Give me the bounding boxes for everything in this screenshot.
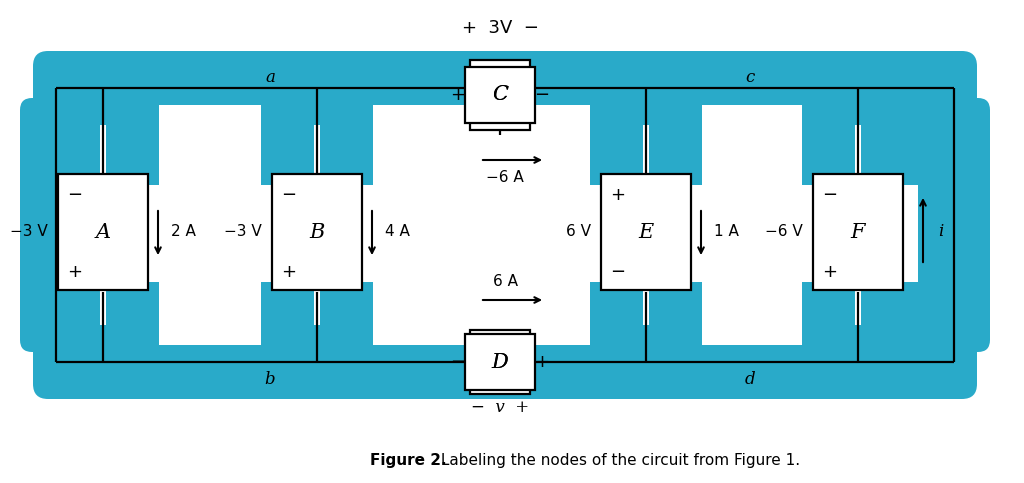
Text: E: E [638, 223, 653, 242]
Bar [601, 174, 691, 290]
FancyBboxPatch shape [20, 98, 92, 352]
FancyBboxPatch shape [321, 282, 388, 350]
Text: a: a [265, 70, 274, 86]
FancyBboxPatch shape [649, 282, 717, 350]
Text: A: A [95, 223, 111, 242]
Text: +: + [535, 353, 550, 371]
Text: −6 A: −6 A [486, 170, 524, 185]
FancyBboxPatch shape [918, 98, 990, 352]
FancyBboxPatch shape [575, 282, 643, 350]
Bar [813, 174, 903, 290]
Text: B: B [309, 223, 325, 242]
Text: Figure 2.: Figure 2. [370, 453, 446, 468]
Bar [702, 105, 802, 345]
Bar [470, 330, 530, 394]
FancyBboxPatch shape [246, 100, 314, 185]
FancyBboxPatch shape [861, 282, 929, 350]
Bar [272, 174, 362, 290]
Text: D: D [492, 353, 508, 371]
Text: −3 V: −3 V [10, 225, 48, 240]
FancyBboxPatch shape [33, 51, 977, 125]
FancyBboxPatch shape [787, 100, 855, 185]
Text: C: C [492, 85, 508, 104]
Text: C: C [492, 85, 508, 104]
Text: −: − [451, 353, 466, 371]
FancyBboxPatch shape [246, 282, 314, 350]
Text: −  v  +: − v + [471, 399, 529, 416]
Bar [159, 105, 261, 345]
Text: 4 A: 4 A [385, 225, 410, 240]
Text: D: D [492, 353, 508, 371]
Text: −: − [282, 186, 297, 204]
Text: 1 A: 1 A [714, 225, 739, 240]
Text: 2 A: 2 A [171, 225, 196, 240]
FancyBboxPatch shape [32, 282, 100, 350]
Bar [465, 67, 535, 123]
Text: i: i [938, 224, 943, 241]
FancyBboxPatch shape [649, 100, 717, 185]
Text: 6 A: 6 A [493, 274, 517, 289]
Bar [373, 105, 590, 345]
Text: +  3V  −: + 3V − [462, 19, 539, 37]
FancyBboxPatch shape [32, 100, 100, 185]
Bar [465, 334, 535, 390]
Text: d: d [744, 371, 756, 388]
FancyBboxPatch shape [106, 282, 174, 350]
Text: −: − [68, 186, 83, 204]
Text: c: c [745, 70, 755, 86]
Text: +: + [822, 263, 838, 281]
Bar [58, 174, 148, 290]
Text: b: b [264, 371, 275, 388]
Text: +: + [282, 263, 297, 281]
Text: −: − [610, 263, 626, 281]
Text: F: F [851, 223, 865, 242]
FancyBboxPatch shape [787, 282, 855, 350]
FancyBboxPatch shape [106, 100, 174, 185]
Text: −: − [535, 86, 550, 104]
Text: +: + [451, 86, 466, 104]
FancyBboxPatch shape [575, 100, 643, 185]
Text: Labeling the nodes of the circuit from Figure 1.: Labeling the nodes of the circuit from F… [436, 453, 800, 468]
Text: +: + [610, 186, 626, 204]
Bar [470, 60, 530, 130]
Text: 6 V: 6 V [566, 225, 591, 240]
FancyBboxPatch shape [33, 325, 977, 399]
FancyBboxPatch shape [321, 100, 388, 185]
Text: −6 V: −6 V [765, 225, 803, 240]
Text: −: − [822, 186, 838, 204]
Text: +: + [68, 263, 83, 281]
Text: −3 V: −3 V [224, 225, 262, 240]
FancyBboxPatch shape [861, 100, 929, 185]
